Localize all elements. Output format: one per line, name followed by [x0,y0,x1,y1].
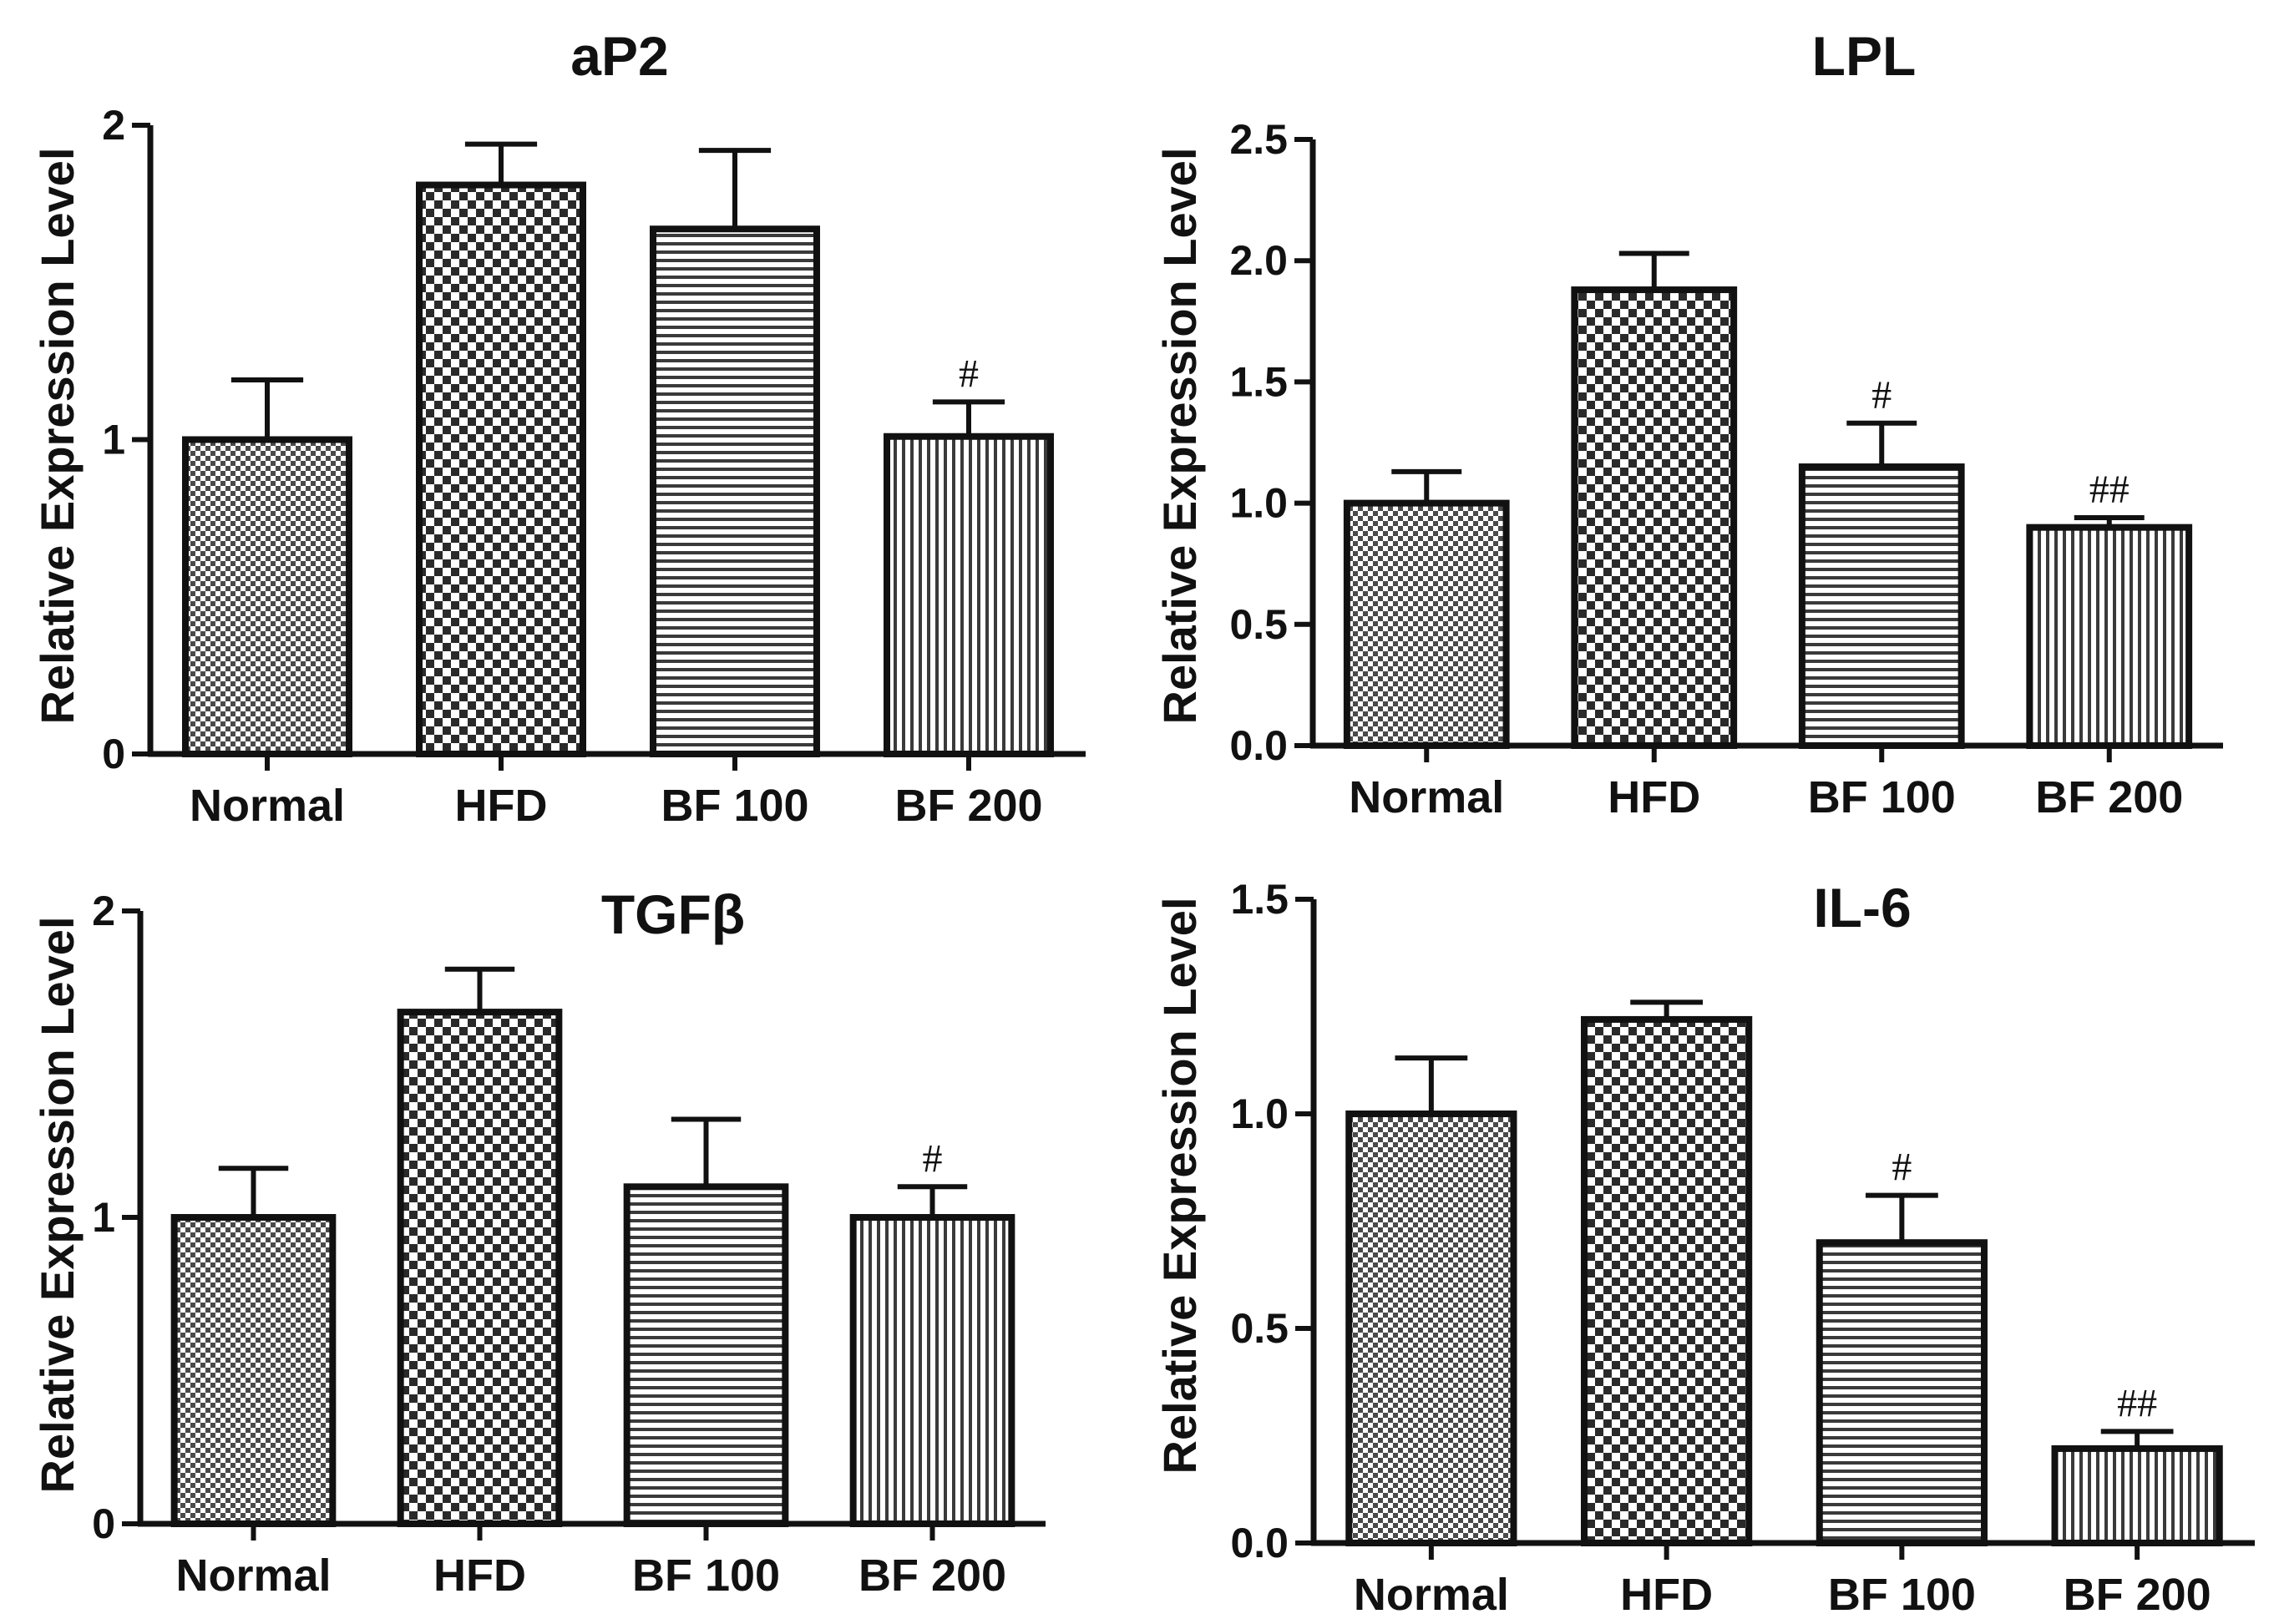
y-tick-label: 2 [92,888,115,934]
chart-panel-il6: IL-6 Relative Expression Level 0.0 0.5 1.0… [1153,876,2255,1620]
y-tick-label: 0.5 [1229,601,1288,648]
y-tick-label: 1.5 [1230,876,1289,923]
bar-normal [1343,499,1510,749]
x-tick-label: BF 200 [894,781,1042,831]
bar-hfd [1581,1015,1753,1547]
significance-label: # [1892,1146,1912,1190]
y-tick-label: 0 [92,1500,115,1547]
y-tick-label: 0.0 [1229,722,1288,769]
x-tick-label: BF 100 [632,1551,780,1601]
bar-hfd [416,181,586,758]
y-tick-label: 2.5 [1229,116,1288,163]
x-tick-label: HFD [1620,1570,1713,1620]
x-tick-label: Normal [1354,1570,1509,1620]
x-tick-label: BF 200 [2035,772,2183,822]
x-tick-label: Normal [190,781,345,831]
chart-title: aP2 [570,25,668,87]
x-tick-label: HFD [455,781,548,831]
chart-title: TGFβ [601,883,745,945]
y-tick-label: 1.5 [1229,358,1288,405]
significance-label: ## [2117,1381,2157,1425]
y-axis-label: Relative Expression Level [1153,897,1206,1474]
y-tick-label: 0.5 [1230,1305,1289,1352]
significance-label: # [923,1136,943,1181]
y-tick-label: 1.0 [1230,1090,1289,1137]
bar-hfd [397,1009,563,1527]
bar-bf-200 [849,1214,1015,1527]
y-tick-label: 1.0 [1229,480,1288,527]
y-axis-label: Relative Expression Level [31,147,84,724]
x-tick-label: HFD [433,1551,526,1601]
y-tick-label: 1 [92,1194,115,1241]
x-tick-label: BF 100 [661,781,808,831]
bar-bf-100 [1798,463,1965,749]
bar-normal [170,1214,337,1527]
significance-label: # [1871,373,1892,417]
bar-bf-100 [650,225,820,757]
x-tick-label: Normal [1349,772,1504,822]
y-axis-label: Relative Expression Level [1153,147,1206,724]
x-tick-label: BF 100 [1828,1570,1976,1620]
y-tick-label: 2.0 [1229,237,1288,284]
bar-normal [1345,1110,1517,1546]
x-tick-label: BF 200 [2064,1570,2211,1620]
chart-panel-lpl: LPL Relative Expression Level 0.0 0.5 1.0 1… [1153,25,2223,822]
significance-label: # [959,352,979,396]
chart-panel-ap2: aP2 Relative Expression Level 0 1 2 Normal H… [31,25,1086,831]
y-tick-label: 0.0 [1230,1520,1289,1566]
x-tick-label: Normal [175,1551,331,1601]
chart-panel-tgfb: TGFβ Relative Expression Level 0 1 2 Normal… [31,883,1046,1601]
y-tick-label: 2 [102,102,125,149]
chart-title: IL-6 [1813,877,1911,938]
x-tick-label: HFD [1608,772,1700,822]
chart-title: LPL [1812,25,1917,87]
bar-bf-200 [884,433,1054,757]
x-tick-label: BF 200 [858,1551,1006,1601]
significance-label: ## [2089,468,2130,512]
bar-hfd [1571,286,1738,750]
bar-normal [182,436,352,757]
bar-bf-100 [623,1183,789,1528]
x-tick-label: BF 100 [1808,772,1956,822]
y-axis-label: Relative Expression Level [31,916,84,1493]
y-tick-label: 0 [102,731,125,777]
bar-bf-100 [1816,1239,1988,1546]
y-tick-label: 1 [102,417,125,463]
bar-bf-200 [2026,524,2193,749]
bar-bf-200 [2051,1444,2223,1547]
